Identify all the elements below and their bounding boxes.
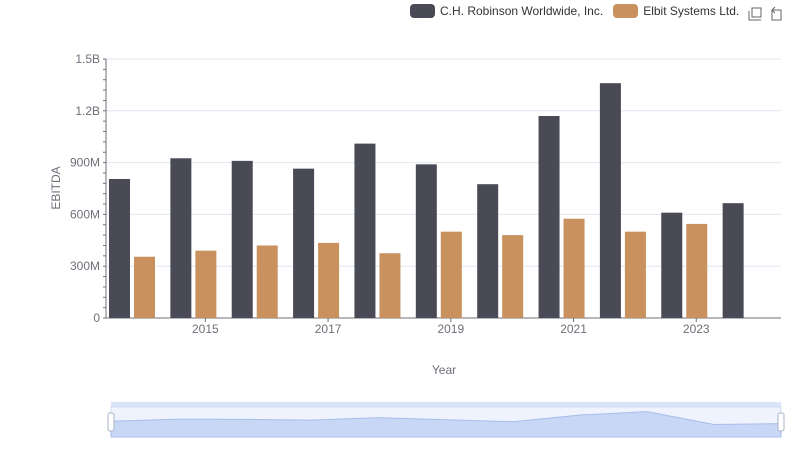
x-tick-label: 2021 <box>560 322 587 336</box>
bar-ch-robinson-2020[interactable] <box>477 184 499 318</box>
x-tick-label: 2023 <box>683 322 710 336</box>
y-tick-label: 1.5B <box>75 52 100 66</box>
slider-handle-left[interactable] <box>107 412 115 432</box>
legend-label-elbit: Elbit Systems Ltd. <box>643 4 740 18</box>
zoom-icon[interactable] <box>747 6 763 22</box>
bar-elbit-2020[interactable] <box>502 235 524 318</box>
bar-elbit-2017[interactable] <box>318 242 340 318</box>
bar-elbit-2015[interactable] <box>195 250 217 318</box>
bar-ch-robinson-2017[interactable] <box>293 168 315 318</box>
slider-preview <box>110 411 782 438</box>
bar-elbit-2022[interactable] <box>624 231 646 318</box>
legend-label-ch-robinson: C.H. Robinson Worldwide, Inc. <box>440 4 604 18</box>
bar-ch-robinson-2022[interactable] <box>599 83 621 318</box>
legend-swatch-ch-robinson <box>410 4 435 18</box>
bars <box>109 83 744 318</box>
legend-item-ch-robinson[interactable]: C.H. Robinson Worldwide, Inc. <box>410 4 603 18</box>
data-zoom-slider[interactable] <box>107 402 785 438</box>
x-tick-label: 2019 <box>437 322 464 336</box>
x-axis-title: Year <box>432 363 456 377</box>
legend-item-elbit[interactable]: Elbit Systems Ltd. <box>613 4 739 18</box>
slider-handle-right[interactable] <box>777 412 785 432</box>
y-tick-label: 0 <box>93 311 100 325</box>
legend: C.H. Robinson Worldwide, Inc. Elbit Syst… <box>410 4 749 18</box>
bar-ch-robinson-2015[interactable] <box>170 158 192 318</box>
y-tick-label: 1.2B <box>75 104 100 118</box>
bar-elbit-2018[interactable] <box>379 253 401 318</box>
y-tick-label: 300M <box>70 259 100 273</box>
bar-elbit-2021[interactable] <box>563 218 585 318</box>
legend-swatch-elbit <box>613 4 639 18</box>
bar-ch-robinson-2021[interactable] <box>538 115 560 318</box>
x-tick-label: 2015 <box>192 322 219 336</box>
bar-ch-robinson-2014[interactable] <box>109 179 130 318</box>
bar-elbit-2023[interactable] <box>686 223 708 318</box>
y-tick-label: 900M <box>70 156 100 170</box>
bar-ch-robinson-2016[interactable] <box>231 160 253 318</box>
x-tick-label: 2017 <box>315 322 342 336</box>
bar-ch-robinson-2024[interactable] <box>722 203 744 318</box>
chart-toolbar <box>747 6 791 22</box>
bar-ch-robinson-2018[interactable] <box>354 143 376 318</box>
slider-top-bar <box>111 402 781 407</box>
bar-ch-robinson-2023[interactable] <box>661 212 683 318</box>
y-tick-label: 600M <box>70 207 100 221</box>
bar-elbit-2016[interactable] <box>256 245 278 318</box>
restore-icon[interactable] <box>769 6 785 22</box>
y-axis-title: EBITDA <box>49 166 63 209</box>
axes: 0 300M 600M 900M 1.2B 1.5B 2015 2017 2019 2021 202… <box>70 52 781 336</box>
bar-ch-robinson-2019[interactable] <box>415 164 437 318</box>
bar-elbit-2014[interactable] <box>134 256 155 318</box>
bar-elbit-2019[interactable] <box>440 231 462 318</box>
